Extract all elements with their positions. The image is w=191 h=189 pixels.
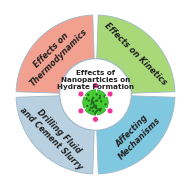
Circle shape: [92, 101, 95, 103]
Circle shape: [92, 97, 94, 99]
Circle shape: [92, 110, 94, 112]
Circle shape: [93, 104, 96, 106]
Circle shape: [99, 109, 101, 112]
Circle shape: [87, 100, 90, 102]
Circle shape: [93, 117, 98, 122]
Wedge shape: [16, 15, 94, 93]
Circle shape: [100, 100, 102, 102]
Circle shape: [93, 106, 95, 108]
Text: Effects on Kinetics: Effects on Kinetics: [103, 21, 169, 87]
Circle shape: [104, 103, 107, 105]
Circle shape: [95, 107, 97, 109]
Circle shape: [99, 97, 101, 99]
Circle shape: [78, 108, 84, 114]
Circle shape: [91, 98, 93, 101]
Circle shape: [86, 98, 88, 100]
Text: Effects of
Nanoparticles on
Hydrate Formation: Effects of Nanoparticles on Hydrate Form…: [57, 70, 134, 90]
Circle shape: [94, 112, 96, 114]
Circle shape: [96, 93, 98, 96]
Circle shape: [95, 106, 97, 108]
Text: Affecting
Mechanisms: Affecting Mechanisms: [109, 108, 163, 161]
Circle shape: [86, 105, 88, 107]
Circle shape: [91, 100, 93, 102]
Circle shape: [99, 95, 101, 97]
Circle shape: [60, 59, 131, 130]
Circle shape: [107, 108, 113, 114]
Circle shape: [90, 107, 92, 109]
Circle shape: [91, 107, 94, 109]
Circle shape: [95, 110, 97, 113]
Circle shape: [107, 91, 113, 97]
Circle shape: [95, 105, 97, 107]
Circle shape: [95, 100, 97, 102]
Circle shape: [87, 94, 89, 96]
Circle shape: [83, 90, 108, 115]
Circle shape: [78, 91, 84, 97]
Text: Drilling Fluid
and Cement Slurry: Drilling Fluid and Cement Slurry: [18, 98, 92, 172]
Circle shape: [96, 109, 98, 111]
Wedge shape: [97, 15, 175, 93]
Circle shape: [99, 97, 101, 99]
Wedge shape: [97, 96, 175, 174]
Circle shape: [91, 101, 93, 103]
Circle shape: [88, 109, 91, 111]
Circle shape: [92, 102, 95, 104]
Circle shape: [100, 108, 102, 110]
Circle shape: [90, 103, 92, 105]
Circle shape: [98, 108, 100, 110]
Text: Effects on
Thermodynamics: Effects on Thermodynamics: [21, 20, 89, 88]
Wedge shape: [16, 96, 94, 174]
Circle shape: [104, 95, 106, 98]
Circle shape: [93, 83, 98, 88]
Circle shape: [96, 99, 98, 101]
